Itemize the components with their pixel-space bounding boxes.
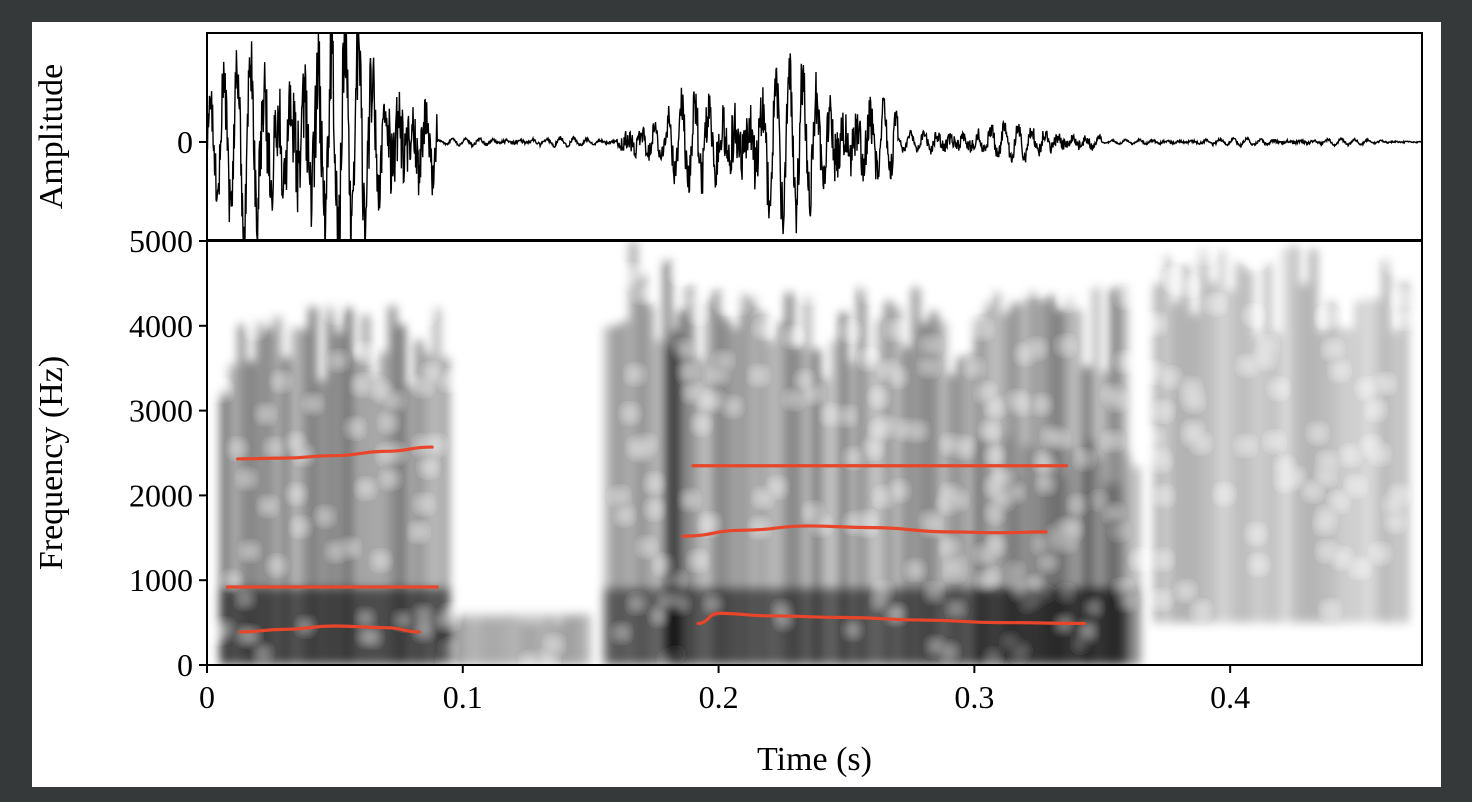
formant-track-f1	[238, 624, 421, 634]
ytick-label: 3000	[129, 393, 193, 429]
waveform-ytick-label: 0	[177, 124, 193, 160]
spectrogram-ylabel: Frequency (Hz)	[33, 356, 70, 570]
spectrogram-figure: 0 Amplitude 0 1000 2000 3000 4000 5000 0 0.1 0.2 0.…	[32, 22, 1441, 787]
ytick-label: 4000	[129, 308, 193, 344]
spectrogram-frame	[206, 240, 1423, 666]
ytick-label: 2000	[129, 477, 193, 513]
energy-region	[218, 298, 452, 665]
energy-region	[1151, 244, 1409, 623]
spectrogram-panel	[218, 241, 1409, 665]
formant-tracks	[225, 445, 1086, 634]
formant-track-f1	[696, 611, 1086, 626]
figure-svg: 0 Amplitude 0 1000 2000 3000 4000 5000 0 0.1 0.2 0.…	[33, 32, 1423, 778]
formant-track-f3	[236, 445, 434, 461]
spectrogram-xlabel: Time (s)	[757, 741, 872, 778]
ytick-label: 5000	[129, 223, 193, 259]
waveform-panel	[207, 33, 1422, 240]
formant-track-f2	[681, 524, 1048, 538]
energy-region	[974, 434, 1143, 665]
xtick-label: 0	[199, 679, 215, 715]
xtick-label: 0.2	[699, 679, 739, 715]
axes: 0 Amplitude 0 1000 2000 3000 4000 5000 0 0.1 0.2 0.…	[33, 32, 1423, 778]
ytick-label: 0	[177, 647, 193, 683]
energy-region	[437, 612, 591, 665]
spectrogram-energy	[218, 241, 1409, 665]
waveform-ylabel: Amplitude	[33, 64, 70, 209]
waveform-line	[207, 33, 1422, 240]
xtick-label: 0.1	[443, 679, 483, 715]
ytick-label: 1000	[129, 562, 193, 598]
xtick-label: 0.4	[1210, 679, 1250, 715]
energy-region	[601, 241, 682, 665]
xtick-label: 0.3	[954, 679, 994, 715]
